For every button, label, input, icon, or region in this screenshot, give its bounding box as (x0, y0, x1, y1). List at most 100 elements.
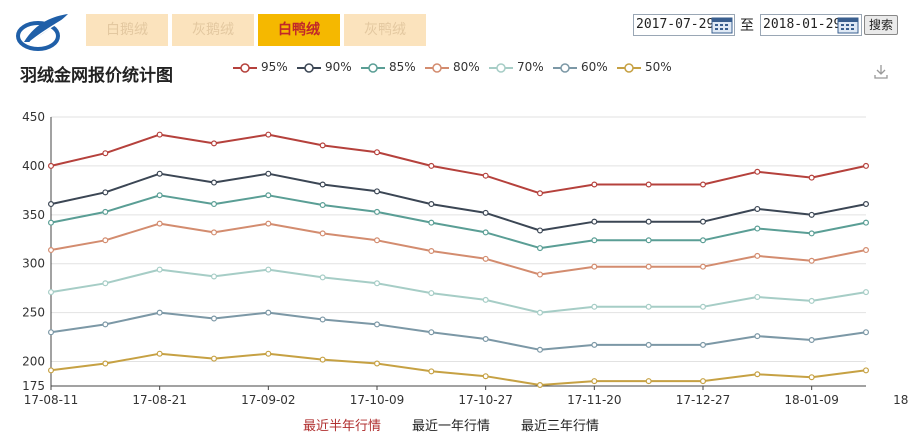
data-point (591, 303, 598, 310)
data-point (428, 290, 435, 297)
data-point (808, 297, 815, 304)
x-tick-label: 17-10-09 (350, 393, 404, 407)
data-point (265, 170, 272, 177)
legend-swatch (297, 63, 321, 73)
series-line (50, 194, 867, 250)
data-point (808, 337, 815, 344)
tab-grey-duck-down[interactable]: 灰鸭绒 (344, 14, 426, 46)
period-one-year-link[interactable]: 最近一年行情 (412, 419, 491, 434)
data-point (47, 219, 54, 226)
data-point (862, 289, 869, 296)
y-tick-label: 250 (22, 306, 45, 320)
download-icon[interactable] (873, 64, 889, 80)
data-point (862, 219, 869, 226)
data-point (47, 247, 54, 254)
data-point (319, 202, 326, 209)
data-point (211, 140, 218, 147)
legend-swatch (617, 63, 641, 73)
tab-white-goose-down[interactable]: 白鹅绒 (86, 14, 168, 46)
data-point (591, 378, 598, 385)
x-tick-label: 17-12-27 (676, 393, 730, 407)
tab-grey-goose-down[interactable]: 灰鹅绒 (172, 14, 254, 46)
calendar-icon[interactable] (837, 16, 859, 34)
data-point (319, 356, 326, 363)
data-point (265, 309, 272, 316)
y-tick-label: 350 (22, 208, 45, 222)
start-date-input[interactable]: 2017-07-29 (633, 14, 735, 36)
data-point (319, 274, 326, 281)
data-point (428, 248, 435, 255)
data-point (754, 205, 761, 212)
data-point (374, 237, 381, 244)
data-point (428, 201, 435, 208)
data-point (374, 208, 381, 215)
data-point (319, 181, 326, 188)
data-point (645, 341, 652, 348)
data-point (102, 208, 109, 215)
data-point (536, 382, 543, 389)
x-tick-label: 18-01-29 (893, 393, 909, 407)
x-tick-label: 17-10-27 (458, 393, 512, 407)
data-point (428, 219, 435, 226)
data-point (265, 266, 272, 273)
data-point (754, 225, 761, 232)
data-point (536, 227, 543, 234)
data-point (699, 263, 706, 270)
data-point (211, 273, 218, 280)
data-point (428, 162, 435, 169)
y-tick-label: 400 (22, 159, 45, 173)
y-tick-label: 175 (22, 379, 45, 393)
data-point (428, 368, 435, 375)
period-three-year-link[interactable]: 最近三年行情 (521, 419, 600, 434)
series-line (50, 311, 867, 351)
date-range-separator: 至 (740, 18, 754, 34)
legend-label: 95% (261, 60, 288, 74)
data-point (319, 316, 326, 323)
chart-title: 羽绒金网报价统计图 (20, 66, 173, 86)
data-point (211, 315, 218, 322)
data-point (645, 218, 652, 225)
x-tick-label: 17-09-02 (241, 393, 295, 407)
calendar-icon[interactable] (711, 16, 733, 34)
data-point (591, 237, 598, 244)
legend-swatch (361, 63, 385, 73)
data-point (645, 181, 652, 188)
data-point (265, 220, 272, 227)
data-point (699, 218, 706, 225)
data-point (699, 181, 706, 188)
data-point (102, 189, 109, 196)
data-point (428, 329, 435, 336)
x-tick-label: 17-08-11 (24, 393, 78, 407)
data-point (374, 149, 381, 156)
data-point (536, 346, 543, 353)
legend-swatch (233, 63, 257, 73)
data-point (808, 257, 815, 264)
y-tick-label: 450 (22, 110, 45, 124)
data-point (808, 230, 815, 237)
data-point (211, 355, 218, 362)
y-tick-label: 300 (22, 257, 45, 271)
legend-label: 60% (581, 60, 608, 74)
x-tick-label: 18-01-09 (784, 393, 838, 407)
data-point (862, 247, 869, 254)
data-point (699, 237, 706, 244)
data-point (102, 280, 109, 287)
data-point (645, 237, 652, 244)
data-point (699, 378, 706, 385)
data-point (482, 296, 489, 303)
data-point (482, 172, 489, 179)
legend-label: 70% (517, 60, 544, 74)
period-half-year-link[interactable]: 最近半年行情 (303, 419, 382, 434)
data-point (482, 336, 489, 343)
series-line (50, 222, 867, 276)
search-button[interactable]: 搜索 (864, 15, 898, 35)
data-point (102, 237, 109, 244)
data-point (211, 179, 218, 186)
data-point (591, 263, 598, 270)
data-point (482, 209, 489, 216)
data-point (862, 367, 869, 374)
data-point (156, 192, 163, 199)
end-date-input[interactable]: 2018-01-29 (760, 14, 862, 36)
tab-white-duck-down[interactable]: 白鸭绒 (258, 14, 340, 46)
